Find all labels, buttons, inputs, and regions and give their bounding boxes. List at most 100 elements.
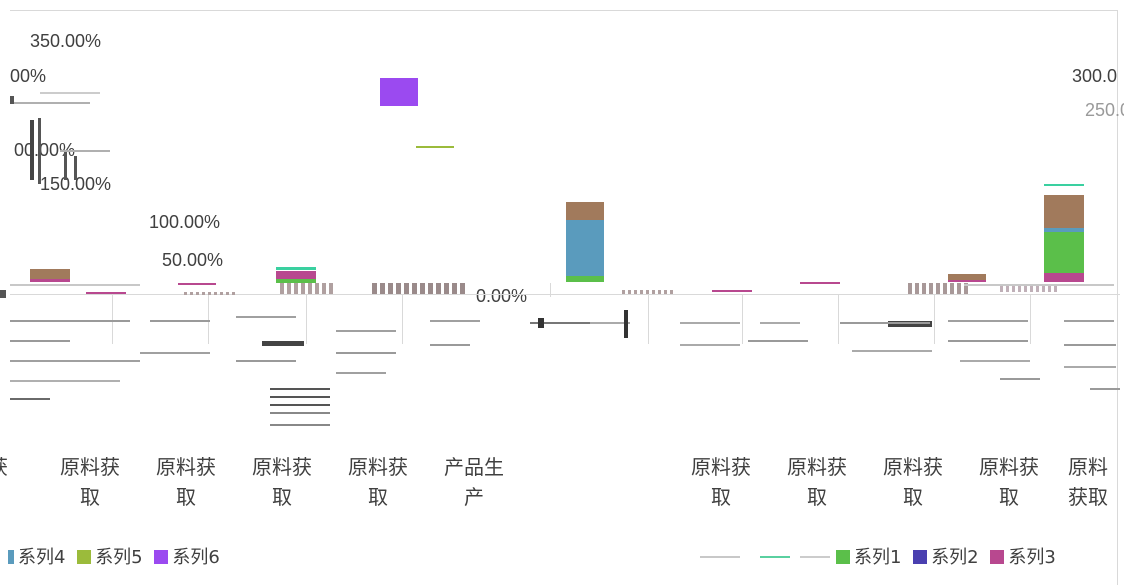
glitch-stripe — [232, 292, 235, 295]
y-tick-label: 50.00% — [162, 250, 224, 270]
legend-swatch — [77, 550, 92, 564]
glitch-stripe — [436, 283, 441, 294]
glitch-bar — [74, 156, 77, 180]
glitch-fragment — [530, 322, 590, 324]
legend-swatch — [154, 550, 169, 564]
glitch-stripe — [190, 292, 193, 295]
glitch-fragment — [760, 556, 790, 558]
glitch-fragment — [0, 290, 6, 298]
bar-segment — [566, 220, 604, 276]
glitch-fragment — [10, 360, 140, 362]
glitch-stripe — [280, 283, 284, 294]
y-tick-label: 0.00% — [476, 286, 528, 306]
glitch-stripe — [634, 290, 637, 294]
glitch-stripe — [628, 290, 631, 294]
legend-item: 系列5 — [77, 543, 143, 569]
glitch-stripe — [929, 283, 933, 294]
glitch-fragment — [336, 330, 396, 332]
glitch-stripe — [10, 284, 140, 286]
y-tick-label: 350.00% — [30, 31, 102, 51]
glitch-fragment — [40, 92, 100, 94]
category-label: 原料获取 — [60, 455, 120, 509]
glitch-stripe — [943, 283, 947, 294]
glitch-fragment — [590, 322, 630, 324]
y-tick-label: 300.0 — [1072, 66, 1118, 86]
bar-segment — [566, 276, 604, 282]
category-label: 原料获取 — [691, 455, 751, 509]
glitch-bar — [38, 118, 41, 184]
glitch-stripe — [208, 292, 211, 295]
glitch-fragment — [10, 96, 14, 104]
glitch-stripe — [420, 283, 425, 294]
glitch-stripe — [380, 283, 385, 294]
glitch-fragment — [10, 320, 130, 322]
glitch-bar — [30, 120, 34, 180]
glitch-fragment — [1064, 344, 1116, 346]
glitch-fragment — [1064, 366, 1116, 368]
glitch-stripe — [1024, 286, 1027, 292]
bar-segment — [948, 280, 986, 282]
glitch-stripe — [315, 283, 319, 294]
legend-right: 系列1 系列2 系列3 — [836, 543, 1062, 569]
legend-label: 系列2 — [931, 547, 979, 568]
glitch-fragment — [270, 412, 330, 414]
glitch-stripe — [1006, 286, 1009, 292]
glitch-stripe — [964, 284, 1114, 286]
glitch-stripe — [202, 292, 205, 295]
category-separator — [208, 294, 209, 344]
glitch-stripe — [444, 283, 449, 294]
category-separator — [742, 294, 743, 344]
glitch-stripe — [622, 290, 625, 294]
glitch-stripe — [640, 290, 643, 294]
glitch-fragment — [336, 372, 386, 374]
legend-item: 系列1 — [836, 543, 901, 569]
glitch-stripe — [460, 283, 465, 294]
glitch-stripe — [908, 283, 912, 294]
y-tick-label: 00.00% — [14, 140, 76, 160]
bar-segment — [1044, 273, 1084, 282]
glitch-fragment — [624, 310, 628, 338]
category-label: 原料获取 — [979, 455, 1039, 509]
x-axis-line-left — [10, 294, 550, 295]
glitch-fragment — [800, 556, 830, 558]
y-tick-label: 150.00% — [40, 174, 112, 194]
glitch-fragment — [1090, 388, 1120, 390]
bar-segment — [712, 290, 752, 292]
glitch-stripe — [1042, 286, 1045, 292]
glitch-fragment — [236, 316, 296, 318]
legend-item: 系列6 — [154, 543, 220, 569]
glitch-fragment — [10, 102, 90, 104]
bar-segment — [30, 269, 70, 279]
glitch-stripe — [1012, 286, 1015, 292]
category-label: 获 — [0, 452, 20, 482]
glitch-fragment — [10, 340, 70, 342]
glitch-stripe — [922, 283, 926, 294]
glitch-fragment — [852, 350, 932, 352]
legend-label: 系列4 — [18, 547, 66, 568]
glitch-fragment — [430, 320, 480, 322]
y-tick-label: 250.0 — [1085, 100, 1124, 120]
glitch-fragment — [270, 404, 330, 406]
glitch-fragment — [1000, 378, 1040, 380]
glitch-stripe — [322, 283, 326, 294]
x-axis-line-right — [550, 294, 1120, 295]
glitch-stripe — [226, 292, 229, 295]
glitch-fragment — [236, 360, 296, 362]
y-tick-label: 100.00% — [149, 212, 221, 232]
bar-segment — [1044, 228, 1084, 232]
glitch-bar — [64, 150, 67, 180]
glitch-bar — [262, 341, 304, 346]
glitch-fragment — [760, 322, 800, 324]
axis-tick — [550, 283, 551, 297]
glitch-stripe — [658, 290, 661, 294]
glitch-stripe — [412, 283, 417, 294]
chart-frame-top — [10, 10, 1118, 11]
glitch-stripe — [372, 283, 377, 294]
glitch-fragment — [680, 344, 740, 346]
glitch-stripe — [950, 283, 954, 294]
y-tick-label: 00% — [10, 66, 47, 86]
legend-label: 系列1 — [854, 547, 902, 568]
glitch-fragment — [960, 360, 1030, 362]
glitch-stripe — [184, 292, 187, 295]
glitch-fragment — [270, 396, 330, 398]
